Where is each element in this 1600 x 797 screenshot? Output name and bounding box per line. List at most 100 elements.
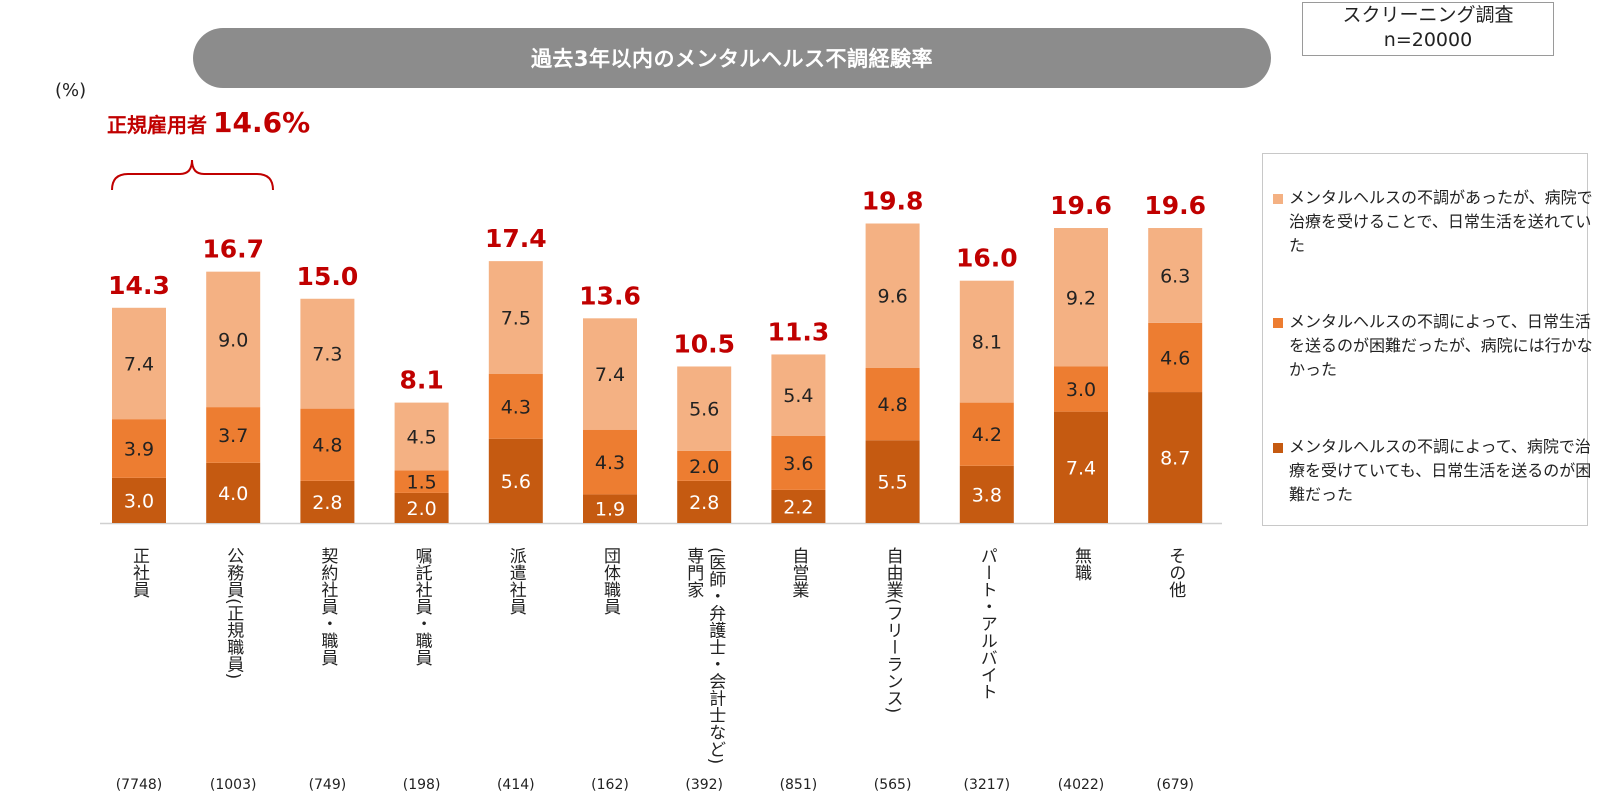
- segment-value-label: 5.4: [783, 385, 813, 407]
- regular-employees-label: 正規雇用者: [107, 113, 207, 137]
- segment-value-label: 5.6: [689, 399, 719, 421]
- bar-segment-medium: [394, 470, 449, 493]
- segment-value-label: 2.0: [406, 498, 436, 520]
- category-label: 正社員: [129, 547, 150, 598]
- segment-value-label: 2.2: [783, 496, 813, 518]
- bar-segment-dark: [771, 489, 826, 523]
- sample-size-label: (749): [309, 777, 347, 793]
- total-value-label: 8.1: [399, 366, 443, 395]
- bar-segment-dark: [865, 440, 920, 523]
- total-value-label: 19.6: [1144, 191, 1206, 220]
- chart-title: 過去3年以内のメンタルヘルス不調経験率: [193, 28, 1271, 88]
- stacked-bar-chart: 3.0 3.9 7.4 14.3 正社員 (7748) 4.0 3.7 9.0 16.7 公務員(正…: [100, 159, 1222, 793]
- sample-size-label: (565): [874, 777, 912, 793]
- bar-segment-medium: [1148, 322, 1203, 393]
- segment-value-label: 7.4: [595, 364, 625, 386]
- segment-value-label: 3.8: [972, 484, 1002, 506]
- bar-segment-dark: [206, 462, 261, 523]
- segment-value-label: 9.0: [218, 329, 248, 351]
- segment-value-label: 3.7: [218, 425, 248, 447]
- bar-segment-light: [206, 271, 261, 408]
- segment-value-label: 7.4: [1066, 457, 1096, 479]
- bar-segment-medium: [583, 429, 637, 495]
- sample-size-label: (162): [591, 777, 629, 793]
- segment-value-label: 4.2: [972, 424, 1002, 446]
- segment-value-label: 3.9: [124, 439, 154, 461]
- segment-value-label: 4.5: [406, 426, 436, 448]
- regular-employees-brace: [111, 159, 274, 191]
- segment-value-label: 3.0: [124, 490, 154, 512]
- category-label: 自由業(フリーランス): [883, 547, 904, 713]
- segment-value-label: 5.6: [501, 471, 531, 493]
- total-value-label: 16.0: [956, 244, 1018, 273]
- survey-sample-size: n=20000: [1383, 29, 1473, 51]
- legend-text: メンタルヘルスの不調があったが、病院で治療を受けることで、日常生活を送れていた: [1289, 188, 1593, 255]
- segment-value-label: 1.9: [595, 499, 625, 521]
- segment-value-label: 6.3: [1160, 265, 1190, 287]
- bar-segment-light: [771, 354, 826, 436]
- bar-segment-medium: [677, 450, 732, 481]
- sample-size-label: (3217): [964, 777, 1011, 793]
- sample-size-label: (7748): [116, 777, 163, 793]
- bars-layer: 3.0 3.9 7.4 14.3 正社員 (7748) 4.0 3.7 9.0 16.7 公務員(正…: [108, 187, 1206, 793]
- segment-value-label: 2.8: [689, 492, 719, 514]
- category-label: 無職: [1071, 547, 1092, 581]
- bar-segment-medium: [959, 402, 1014, 466]
- bar-segment-dark: [583, 494, 637, 523]
- total-value-label: 13.6: [579, 281, 641, 310]
- bar-segment-medium: [488, 374, 543, 439]
- total-value-label: 10.5: [673, 329, 735, 358]
- regular-employees-value: 14.6%: [213, 106, 311, 139]
- total-value-label: 11.3: [768, 317, 830, 346]
- bar-segment-dark: [1148, 392, 1203, 523]
- sample-size-label: (4022): [1058, 777, 1105, 793]
- legend-swatch-medium: [1273, 318, 1283, 328]
- category-label: パート・アルバイト: [977, 547, 997, 700]
- bar-segment-dark: [1054, 411, 1108, 523]
- segment-value-label: 9.6: [877, 286, 907, 308]
- category-label: 嘱託社員・職員: [412, 547, 433, 666]
- bar-segment-light: [300, 298, 355, 409]
- segment-value-label: 2.8: [312, 492, 342, 514]
- legend-text: メンタルヘルスの不調によって、日常生活を送るのが困難だったが、病院には行かなかっ…: [1289, 312, 1593, 379]
- segment-value-label: 4.0: [218, 483, 248, 505]
- legend: メンタルヘルスの不調があったが、病院で治療を受けることで、日常生活を送れていた …: [1262, 153, 1593, 526]
- segment-value-label: 1.5: [406, 472, 436, 494]
- category-label: 専門家: [683, 547, 704, 598]
- bar-segment-medium: [300, 408, 355, 481]
- bar-segment-light: [1148, 228, 1203, 323]
- survey-name: スクリーニング調査: [1342, 4, 1514, 26]
- unit-label: (%): [55, 80, 87, 101]
- bar-segment-medium: [112, 419, 166, 478]
- bar-segment-medium: [1054, 366, 1108, 412]
- bar-segment-light: [112, 307, 166, 420]
- total-value-label: 17.4: [485, 224, 547, 253]
- sample-size-label: (1003): [210, 777, 257, 793]
- sample-size-label: (414): [497, 777, 535, 793]
- segment-value-label: 4.6: [1160, 347, 1190, 369]
- category-label: 公務員(正規職員): [223, 547, 244, 679]
- sample-size-label: (392): [685, 777, 723, 793]
- sample-size-label: (198): [403, 777, 441, 793]
- bar-segment-dark: [677, 480, 732, 523]
- segment-value-label: 7.5: [501, 308, 531, 330]
- segment-value-label: 2.0: [689, 456, 719, 478]
- bar-segment-dark: [394, 492, 449, 523]
- bar-segment-light: [959, 280, 1014, 403]
- segment-value-label: 7.3: [312, 344, 342, 366]
- bar-segment-dark: [959, 465, 1014, 523]
- total-value-label: 16.7: [202, 235, 264, 264]
- segment-value-label: 4.8: [312, 435, 342, 457]
- legend-item-hospital-treatment: メンタルヘルスの不調があったが、病院で治療を受けることで、日常生活を送れていた: [1273, 186, 1599, 258]
- total-value-label: 19.8: [862, 187, 924, 216]
- total-value-label: 15.0: [297, 262, 359, 291]
- legend-item-no-hospital: メンタルヘルスの不調によって、日常生活を送るのが困難だったが、病院には行かなかっ…: [1273, 310, 1599, 382]
- segment-value-label: 4.3: [595, 452, 625, 474]
- bar-segment-medium: [206, 407, 261, 463]
- total-value-label: 14.3: [108, 271, 170, 300]
- legend-swatch-light: [1273, 194, 1283, 204]
- bar-segment-light: [488, 261, 543, 375]
- bar-segment-light: [1054, 228, 1108, 367]
- sample-size-label: (851): [780, 777, 818, 793]
- bar-segment-dark: [112, 477, 166, 523]
